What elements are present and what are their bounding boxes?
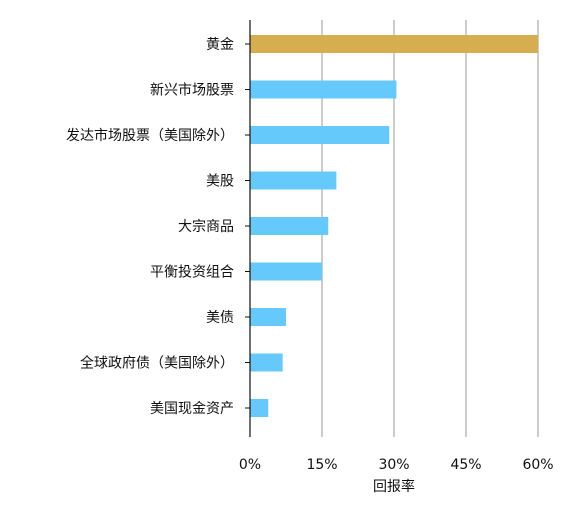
category-label-0: 黄金 [206,36,234,53]
bar-0 [250,35,538,53]
bars [250,35,538,417]
x-tick-labels: 0% 15% 30% 45% 60% [239,457,554,473]
axes [245,20,251,437]
x-tick-label-60: 60% [522,457,553,473]
category-label-1: 新兴市场股票 [150,82,234,99]
x-tick-label-0: 0% [239,457,261,473]
category-label-2: 发达市场股票（美国除外） [66,127,234,144]
x-tick-label-45: 45% [450,457,481,473]
category-label-7: 全球政府债（美国除外） [80,355,234,372]
category-label-8: 美国现金资产 [150,401,234,417]
bar-4 [250,217,329,235]
x-tick-label-30: 30% [378,457,409,473]
bar-3 [250,171,337,190]
category-label-3: 美股 [206,174,234,190]
bar-1 [250,80,397,99]
category-label-4: 大宗商品 [178,219,234,235]
category-label-5: 平衡投资组合 [150,265,234,281]
category-label-6: 美债 [206,310,234,326]
bar-7 [250,353,283,372]
bar-2 [250,126,390,144]
x-axis-title: 回报率 [373,478,415,495]
x-tick-label-15: 15% [306,457,337,473]
bar-8 [250,399,269,417]
bar-6 [250,308,286,326]
bar-5 [250,262,322,281]
